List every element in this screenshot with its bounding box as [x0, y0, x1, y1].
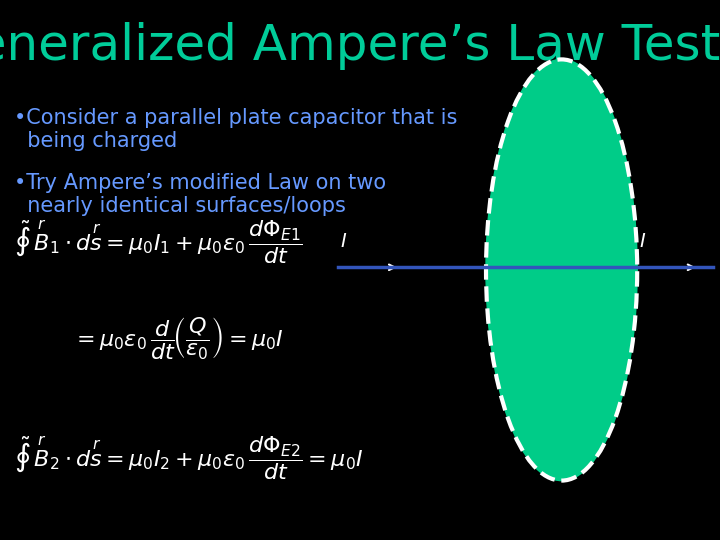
Text: $\tilde{\oint}\,\overset{r}{B}_1 \cdot d\overset{r}{s} = \mu_0 I_1 + \mu_0\varep: $\tilde{\oint}\,\overset{r}{B}_1 \cdot d…: [14, 219, 303, 266]
Text: $= \mu_0\varepsilon_0\,\dfrac{d}{dt}\!\left(\dfrac{Q}{\varepsilon_0}\right) = \m: $= \mu_0\varepsilon_0\,\dfrac{d}{dt}\!\l…: [72, 316, 284, 362]
Text: $I$: $I$: [340, 232, 347, 251]
Text: Generalized Ampere’s Law Tested: Generalized Ampere’s Law Tested: [0, 22, 720, 70]
Ellipse shape: [486, 59, 637, 481]
Text: $I$: $I$: [639, 232, 647, 251]
Text: •Try Ampere’s modified Law on two
  nearly identical surfaces/loops: •Try Ampere’s modified Law on two nearly…: [14, 173, 387, 216]
Text: •Consider a parallel plate capacitor that is
  being charged: •Consider a parallel plate capacitor tha…: [14, 108, 458, 151]
Text: $\tilde{\oint}\,\overset{r}{B}_2 \cdot d\overset{r}{s} = \mu_0 I_2 + \mu_0\varep: $\tilde{\oint}\,\overset{r}{B}_2 \cdot d…: [14, 435, 364, 482]
